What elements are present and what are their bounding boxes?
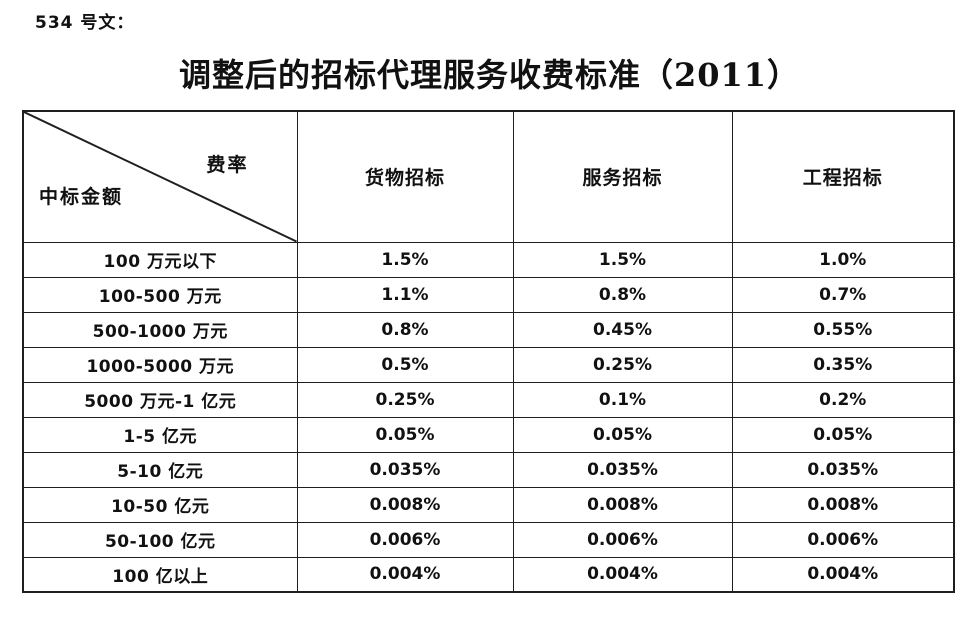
doc-number-label: 534 号文： (35, 13, 135, 33)
rate-value: 1.0% (731, 241, 955, 278)
table-row: 5-10 亿元 0.035% 0.035% 0.035% (22, 451, 955, 488)
rate-value: 0.008% (296, 486, 514, 523)
table-header-row: 费率 中标金额 货物招标 服务招标 工程招标 (22, 110, 955, 243)
rate-value: 0.8% (296, 311, 514, 348)
row-label: 1-5 亿元 (22, 416, 298, 453)
table-row: 1-5 亿元 0.05% 0.05% 0.05% (22, 416, 955, 453)
rate-value: 0.35% (731, 346, 955, 383)
row-label: 50-100 亿元 (22, 521, 298, 558)
table-row: 100 万元以下 1.5% 1.5% 1.0% (22, 241, 955, 278)
column-header-works: 工程招标 (731, 110, 955, 243)
row-label: 1000-5000 万元 (22, 346, 298, 383)
rate-value: 1.1% (296, 276, 514, 313)
table-row: 10-50 亿元 0.008% 0.008% 0.008% (22, 486, 955, 523)
rate-value: 0.2% (731, 381, 955, 418)
table-row: 100-500 万元 1.1% 0.8% 0.7% (22, 276, 955, 313)
rate-value: 0.004% (512, 556, 733, 593)
column-header-goods: 货物招标 (296, 110, 514, 243)
table-row: 100 亿以上 0.004% 0.004% 0.004% (22, 556, 955, 593)
rate-value: 0.035% (296, 451, 514, 488)
rate-value: 0.55% (731, 311, 955, 348)
row-label: 10-50 亿元 (22, 486, 298, 523)
row-label: 100 亿以上 (22, 556, 298, 593)
rate-value: 0.05% (512, 416, 733, 453)
rate-value: 0.006% (731, 521, 955, 558)
rate-value: 0.006% (512, 521, 733, 558)
rate-value: 0.004% (296, 556, 514, 593)
table-row: 1000-5000 万元 0.5% 0.25% 0.35% (22, 346, 955, 383)
rate-value: 0.7% (731, 276, 955, 313)
rate-value: 0.5% (296, 346, 514, 383)
row-label: 100 万元以下 (22, 241, 298, 278)
rate-value: 0.25% (512, 346, 733, 383)
diagonal-divider-line (24, 112, 297, 242)
rate-value: 0.1% (512, 381, 733, 418)
row-label: 5000 万元-1 亿元 (22, 381, 298, 418)
rate-value: 0.006% (296, 521, 514, 558)
rate-value: 0.008% (512, 486, 733, 523)
row-label: 500-1000 万元 (22, 311, 298, 348)
table-row: 500-1000 万元 0.8% 0.45% 0.55% (22, 311, 955, 348)
rate-value: 0.05% (296, 416, 514, 453)
corner-label-rate: 费率 (206, 154, 249, 176)
rate-value: 0.004% (731, 556, 955, 593)
rate-value: 1.5% (512, 241, 733, 278)
rate-value: 1.5% (296, 241, 514, 278)
rate-value: 0.035% (512, 451, 733, 488)
page-title: 调整后的招标代理服务收费标准（2011） (178, 56, 801, 94)
rate-value: 0.45% (512, 311, 733, 348)
table-row: 50-100 亿元 0.006% 0.006% 0.006% (22, 521, 955, 558)
table-row: 5000 万元-1 亿元 0.25% 0.1% 0.2% (22, 381, 955, 418)
column-header-services: 服务招标 (512, 110, 733, 243)
diagonal-corner-cell: 费率 中标金额 (22, 110, 298, 243)
rate-value: 0.8% (512, 276, 733, 313)
rate-value: 0.008% (731, 486, 955, 523)
fee-rate-table: 费率 中标金额 货物招标 服务招标 工程招标 100 万元以下 1.5% 1.5… (22, 110, 955, 593)
rate-value: 0.05% (731, 416, 955, 453)
corner-label-amount: 中标金额 (39, 186, 124, 208)
row-label: 100-500 万元 (22, 276, 298, 313)
row-label: 5-10 亿元 (22, 451, 298, 488)
rate-value: 0.25% (296, 381, 514, 418)
rate-value: 0.035% (731, 451, 955, 488)
